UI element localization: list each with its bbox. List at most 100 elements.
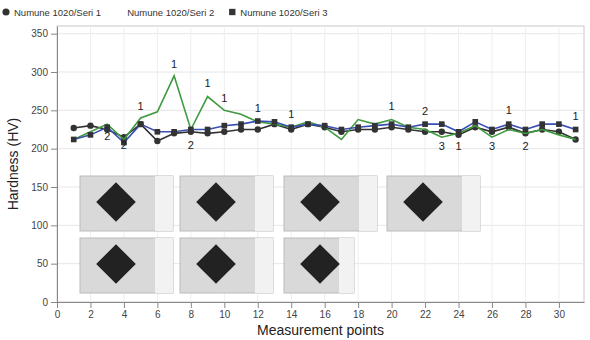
x-tick-mark bbox=[57, 302, 58, 308]
grid-line-x bbox=[57, 26, 58, 302]
inset-background bbox=[387, 176, 480, 231]
series-marker bbox=[288, 124, 294, 130]
x-tick-mark bbox=[291, 302, 292, 308]
y-tick: 200 bbox=[31, 143, 57, 154]
inset-image bbox=[180, 176, 273, 231]
grid-line-x bbox=[558, 26, 559, 302]
annotation: 3 bbox=[439, 140, 445, 152]
y-tick-mark bbox=[51, 302, 57, 303]
legend-label: Numune 1020/Seri 1 bbox=[14, 7, 101, 18]
y-tick-mark bbox=[51, 225, 57, 226]
x-tick-mark bbox=[325, 302, 326, 308]
x-tick-label: 26 bbox=[487, 309, 499, 320]
x-tick-label: 20 bbox=[387, 309, 399, 320]
inset-background bbox=[80, 238, 173, 293]
inset-background bbox=[284, 238, 354, 293]
x-tick-mark bbox=[525, 302, 526, 308]
series-marker bbox=[151, 105, 164, 118]
inset-indent bbox=[300, 182, 340, 222]
series-marker bbox=[368, 117, 381, 130]
annotation: 2 bbox=[422, 105, 428, 117]
series-marker bbox=[221, 129, 227, 135]
inset-margin bbox=[462, 176, 480, 231]
y-tick-label: 100 bbox=[31, 220, 48, 231]
series-line bbox=[74, 76, 576, 140]
inset-image bbox=[387, 176, 480, 231]
annotation: 1 bbox=[573, 110, 579, 122]
series-marker bbox=[285, 121, 298, 134]
legend-label: Numune 1020/Seri 3 bbox=[240, 7, 327, 18]
y-tick-label: 50 bbox=[37, 258, 49, 269]
grid-line-y bbox=[57, 33, 584, 34]
y-tick-label: 0 bbox=[42, 297, 48, 308]
series-marker bbox=[255, 126, 261, 132]
x-tick: 16 bbox=[320, 302, 332, 320]
series-marker bbox=[539, 121, 545, 127]
inset-background bbox=[180, 238, 273, 293]
x-tick-mark bbox=[124, 302, 125, 308]
series-marker bbox=[87, 122, 93, 128]
inset-background bbox=[180, 176, 273, 231]
x-tick-label: 24 bbox=[453, 309, 465, 320]
series-marker bbox=[489, 127, 495, 133]
inset-indent bbox=[196, 182, 236, 222]
y-tick-mark bbox=[51, 149, 57, 150]
x-axis: 024681012141618202224262830 bbox=[55, 302, 585, 320]
annotation: 1 bbox=[138, 100, 144, 112]
x-tick-label: 0 bbox=[55, 309, 61, 320]
x-tick: 4 bbox=[122, 302, 128, 320]
series-marker bbox=[569, 133, 582, 146]
series-marker bbox=[472, 119, 478, 125]
annotation: 2 bbox=[522, 140, 528, 152]
annotation: 1 bbox=[506, 104, 512, 116]
inset-indent bbox=[300, 244, 340, 284]
series-marker bbox=[552, 128, 565, 141]
series-marker bbox=[167, 69, 180, 82]
inset-margin bbox=[155, 238, 173, 293]
series-marker bbox=[523, 127, 529, 133]
annotation: 1 bbox=[389, 100, 395, 112]
legend: Numune 1020/Seri 1Numune 1020/Seri 2Numu… bbox=[2, 6, 327, 19]
series-marker bbox=[351, 113, 364, 126]
y-tick-mark bbox=[51, 187, 57, 188]
y-tick: 300 bbox=[31, 67, 57, 78]
x-axis-title: Measurement points bbox=[257, 322, 384, 338]
annotations: 22112111112313121 bbox=[104, 58, 579, 152]
x-tick: 30 bbox=[554, 302, 566, 320]
series-marker bbox=[556, 121, 562, 127]
series-marker bbox=[201, 90, 214, 103]
inset-images bbox=[80, 176, 480, 293]
annotation: 2 bbox=[104, 130, 110, 142]
series-marker bbox=[137, 121, 143, 127]
legend-marker bbox=[2, 8, 9, 15]
y-tick: 150 bbox=[31, 182, 57, 193]
x-tick: 18 bbox=[353, 302, 365, 320]
x-tick: 22 bbox=[420, 302, 432, 320]
annotation: 1 bbox=[205, 77, 211, 89]
y-tick-mark bbox=[51, 110, 57, 111]
series-marker bbox=[573, 127, 579, 133]
legend-entry: Numune 1020/Seri 1 bbox=[2, 7, 101, 18]
grid-line-x bbox=[458, 26, 459, 302]
y-tick-label: 350 bbox=[31, 28, 48, 39]
series-marker bbox=[355, 124, 361, 130]
y-tick-label: 150 bbox=[31, 182, 48, 193]
x-tick: 10 bbox=[219, 302, 231, 320]
x-tick-label: 2 bbox=[88, 309, 94, 320]
x-tick-mark bbox=[191, 302, 192, 308]
series-marker bbox=[322, 123, 328, 129]
inset-margin bbox=[155, 176, 173, 231]
y-tick-mark bbox=[51, 264, 57, 265]
annotation: 3 bbox=[489, 140, 495, 152]
inset-margin bbox=[255, 176, 273, 231]
y-tick: 50 bbox=[37, 258, 57, 269]
series-marker bbox=[255, 118, 261, 124]
legend-marker bbox=[229, 9, 235, 15]
x-tick-label: 30 bbox=[554, 309, 566, 320]
y-axis-title: Hardness (HV) bbox=[5, 118, 21, 211]
inset-background bbox=[284, 176, 377, 231]
grid-line-y bbox=[57, 148, 584, 149]
series-marker bbox=[469, 119, 482, 132]
series-marker bbox=[506, 121, 512, 127]
x-tick: 12 bbox=[253, 302, 265, 320]
